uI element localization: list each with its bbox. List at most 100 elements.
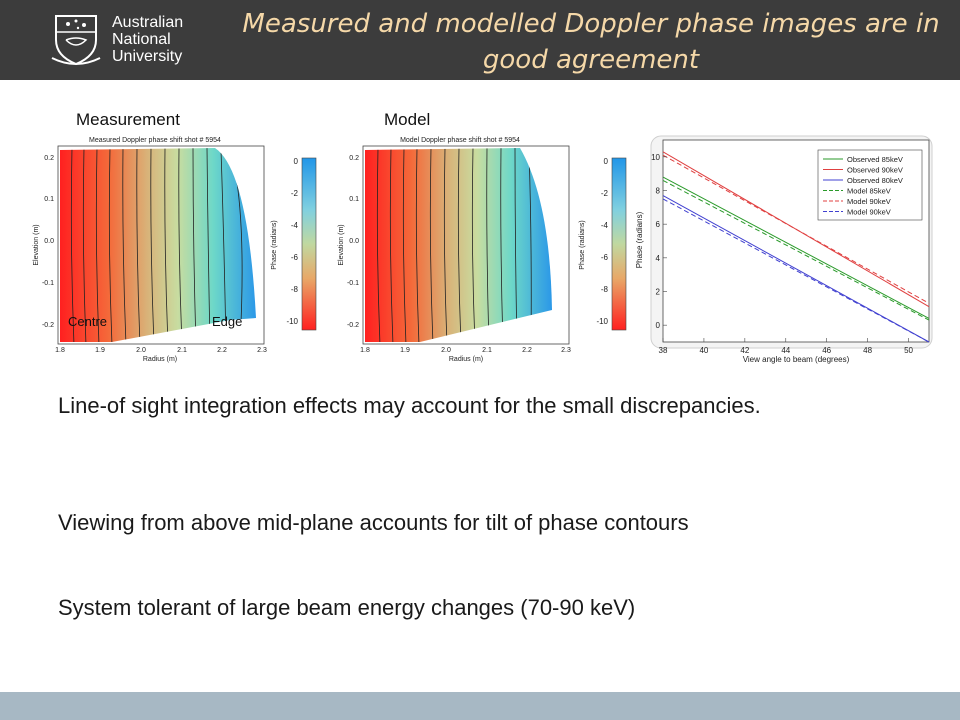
measurement-ytick: -0.1: [42, 280, 54, 287]
chart-ytick-label: 8: [656, 187, 661, 196]
chart-xtick-label: 44: [781, 346, 790, 355]
chart-series-line: [662, 154, 930, 304]
chart-xtick-label: 40: [699, 346, 708, 355]
bullet-viewing-angle: Viewing from above mid-plane accounts fo…: [58, 510, 689, 535]
colorbar-label: Phase (radians): [579, 220, 586, 269]
chart-ytick-label: 4: [656, 254, 661, 263]
legend-box: [817, 149, 923, 221]
measurement-contours: [70, 148, 243, 342]
edge-annotation: Edge: [212, 314, 242, 329]
measurement-xtick: 2.0: [136, 347, 146, 354]
measurement-yticks: 0.2 0.1 0.0 -0.1 -0.2: [42, 155, 54, 329]
slide-footer-bar: [0, 692, 960, 720]
colorbar-tick: -4: [291, 221, 299, 230]
chart-ytick-label: 2: [656, 288, 661, 297]
chart-xticks: 38 40 42 44 46 48 50: [659, 338, 914, 355]
measurement-plot-title: Measured Doppler phase shift shot # 5954: [89, 137, 221, 144]
legend-entry: Model 85keV: [847, 187, 891, 196]
model-plot: Model Doppler phase shift shot # 5954 0.…: [338, 137, 571, 363]
chart-ytick-label: 0: [656, 321, 661, 330]
chart-series-line: [662, 198, 930, 343]
colorbar-tick: -2: [601, 189, 609, 198]
model-xtick: 2.0: [441, 347, 451, 354]
measurement-xticks: 1.8 1.9 2.0 2.1 2.2 2.3: [55, 347, 267, 354]
colorbar-gradient: [611, 157, 627, 331]
measurement-ytick: 0.2: [44, 155, 54, 162]
measurement-xtick: 1.8: [55, 347, 65, 354]
measurement-ytick: 0.1: [44, 196, 54, 203]
chart-xtick-label: 46: [822, 346, 831, 355]
centre-annotation: Centre: [68, 314, 107, 329]
chart-xlabel: View angle to beam (degrees): [743, 355, 850, 364]
colorbar-tick: -8: [601, 285, 609, 294]
measurement-xtick: 2.2: [217, 347, 227, 354]
model-xtick: 2.1: [482, 347, 492, 354]
colorbar-gradient: [301, 157, 317, 331]
legend-entry: Observed 90keV: [847, 166, 903, 175]
measurement-xtick: 2.3: [257, 347, 267, 354]
measurement-xtick: 1.9: [95, 347, 105, 354]
measurement-phase-map: [60, 148, 256, 342]
model-ytick: 0.0: [349, 238, 359, 245]
chart-ylabel: Phase (radians): [635, 211, 644, 268]
colorbar-tick: -10: [596, 317, 608, 326]
model-plot-title: Model Doppler phase shift shot # 5954: [400, 137, 520, 144]
logo-line: Australian: [112, 14, 184, 31]
model-xtick: 1.8: [360, 347, 370, 354]
model-yticks: 0.2 0.1 0.0 -0.1 -0.2: [347, 155, 359, 329]
chart-series-line: [662, 176, 930, 319]
bullet-line-of-sight: Line-of sight integration effects may ac…: [58, 393, 761, 418]
colorbar-tick: -4: [601, 221, 609, 230]
model-ytick: -0.2: [347, 322, 359, 329]
model-ytick: 0.2: [349, 155, 359, 162]
bullet-energy-tolerance: System tolerant of large beam energy cha…: [58, 595, 636, 620]
measurement-colorbar: 0 -2 -4 -6 -8 -10 Phase (radians): [271, 157, 317, 331]
colorbar-tick: -8: [291, 285, 299, 294]
chart-yticks: 0 2 4 6 8 10: [651, 153, 667, 330]
measurement-label: Measurement: [76, 110, 180, 129]
colorbar-tick: -2: [291, 189, 299, 198]
title-line-2: good agreement: [482, 45, 700, 75]
logo-line: National: [112, 31, 171, 48]
chart-xtick-label: 50: [904, 346, 913, 355]
legend-entry: Observed 85keV: [847, 155, 903, 164]
model-ytick: 0.1: [349, 196, 359, 203]
model-ylabel: Elevation (m): [338, 224, 345, 265]
chart-ytick-label: 6: [656, 220, 661, 229]
model-xtick: 2.3: [561, 347, 571, 354]
model-ytick: -0.1: [347, 280, 359, 287]
anu-wordmark: Australian National University: [112, 14, 183, 65]
legend-entry: Model 90keV: [847, 208, 891, 217]
chart-series-group: [662, 151, 930, 343]
measurement-xlabel: Radius (m): [143, 356, 177, 363]
measurement-xtick: 2.1: [177, 347, 187, 354]
measurement-plot: Measured Doppler phase shift shot # 5954…: [33, 137, 267, 363]
legend-entry: Model 90keV: [847, 197, 891, 206]
chart-series-line: [662, 179, 930, 321]
measurement-ytick: -0.2: [42, 322, 54, 329]
anu-logo: Australian National University: [48, 8, 218, 70]
colorbar-tick: 0: [604, 157, 609, 166]
model-xtick: 2.2: [522, 347, 532, 354]
model-xticks: 1.8 1.9 2.0 2.1 2.2 2.3: [360, 347, 571, 354]
model-xlabel: Radius (m): [449, 356, 483, 363]
chart-xtick-label: 48: [863, 346, 872, 355]
colorbar-label: Phase (radians): [271, 220, 278, 269]
model-frame: [362, 145, 570, 345]
model-label: Model: [384, 110, 431, 129]
colorbar-tick: -10: [286, 317, 298, 326]
title-line-1: Measured and modelled Doppler phase imag…: [242, 9, 940, 39]
slide-title: Measured and modelled Doppler phase imag…: [236, 6, 946, 78]
legend-entry: Observed 80keV: [847, 176, 903, 185]
colorbar-tick: -6: [291, 253, 299, 262]
measurement-ylabel: Elevation (m): [33, 224, 40, 265]
measurement-frame: [57, 145, 265, 345]
logo-line: University: [112, 48, 183, 65]
colorbar-tick: -6: [601, 253, 609, 262]
chart-ytick-label: 10: [651, 153, 660, 162]
chart-xtick-label: 42: [740, 346, 749, 355]
anu-crest-icon: [51, 15, 101, 66]
model-colorbar: 0 -2 -4 -6 -8 -10 Phase (radians): [579, 157, 627, 331]
